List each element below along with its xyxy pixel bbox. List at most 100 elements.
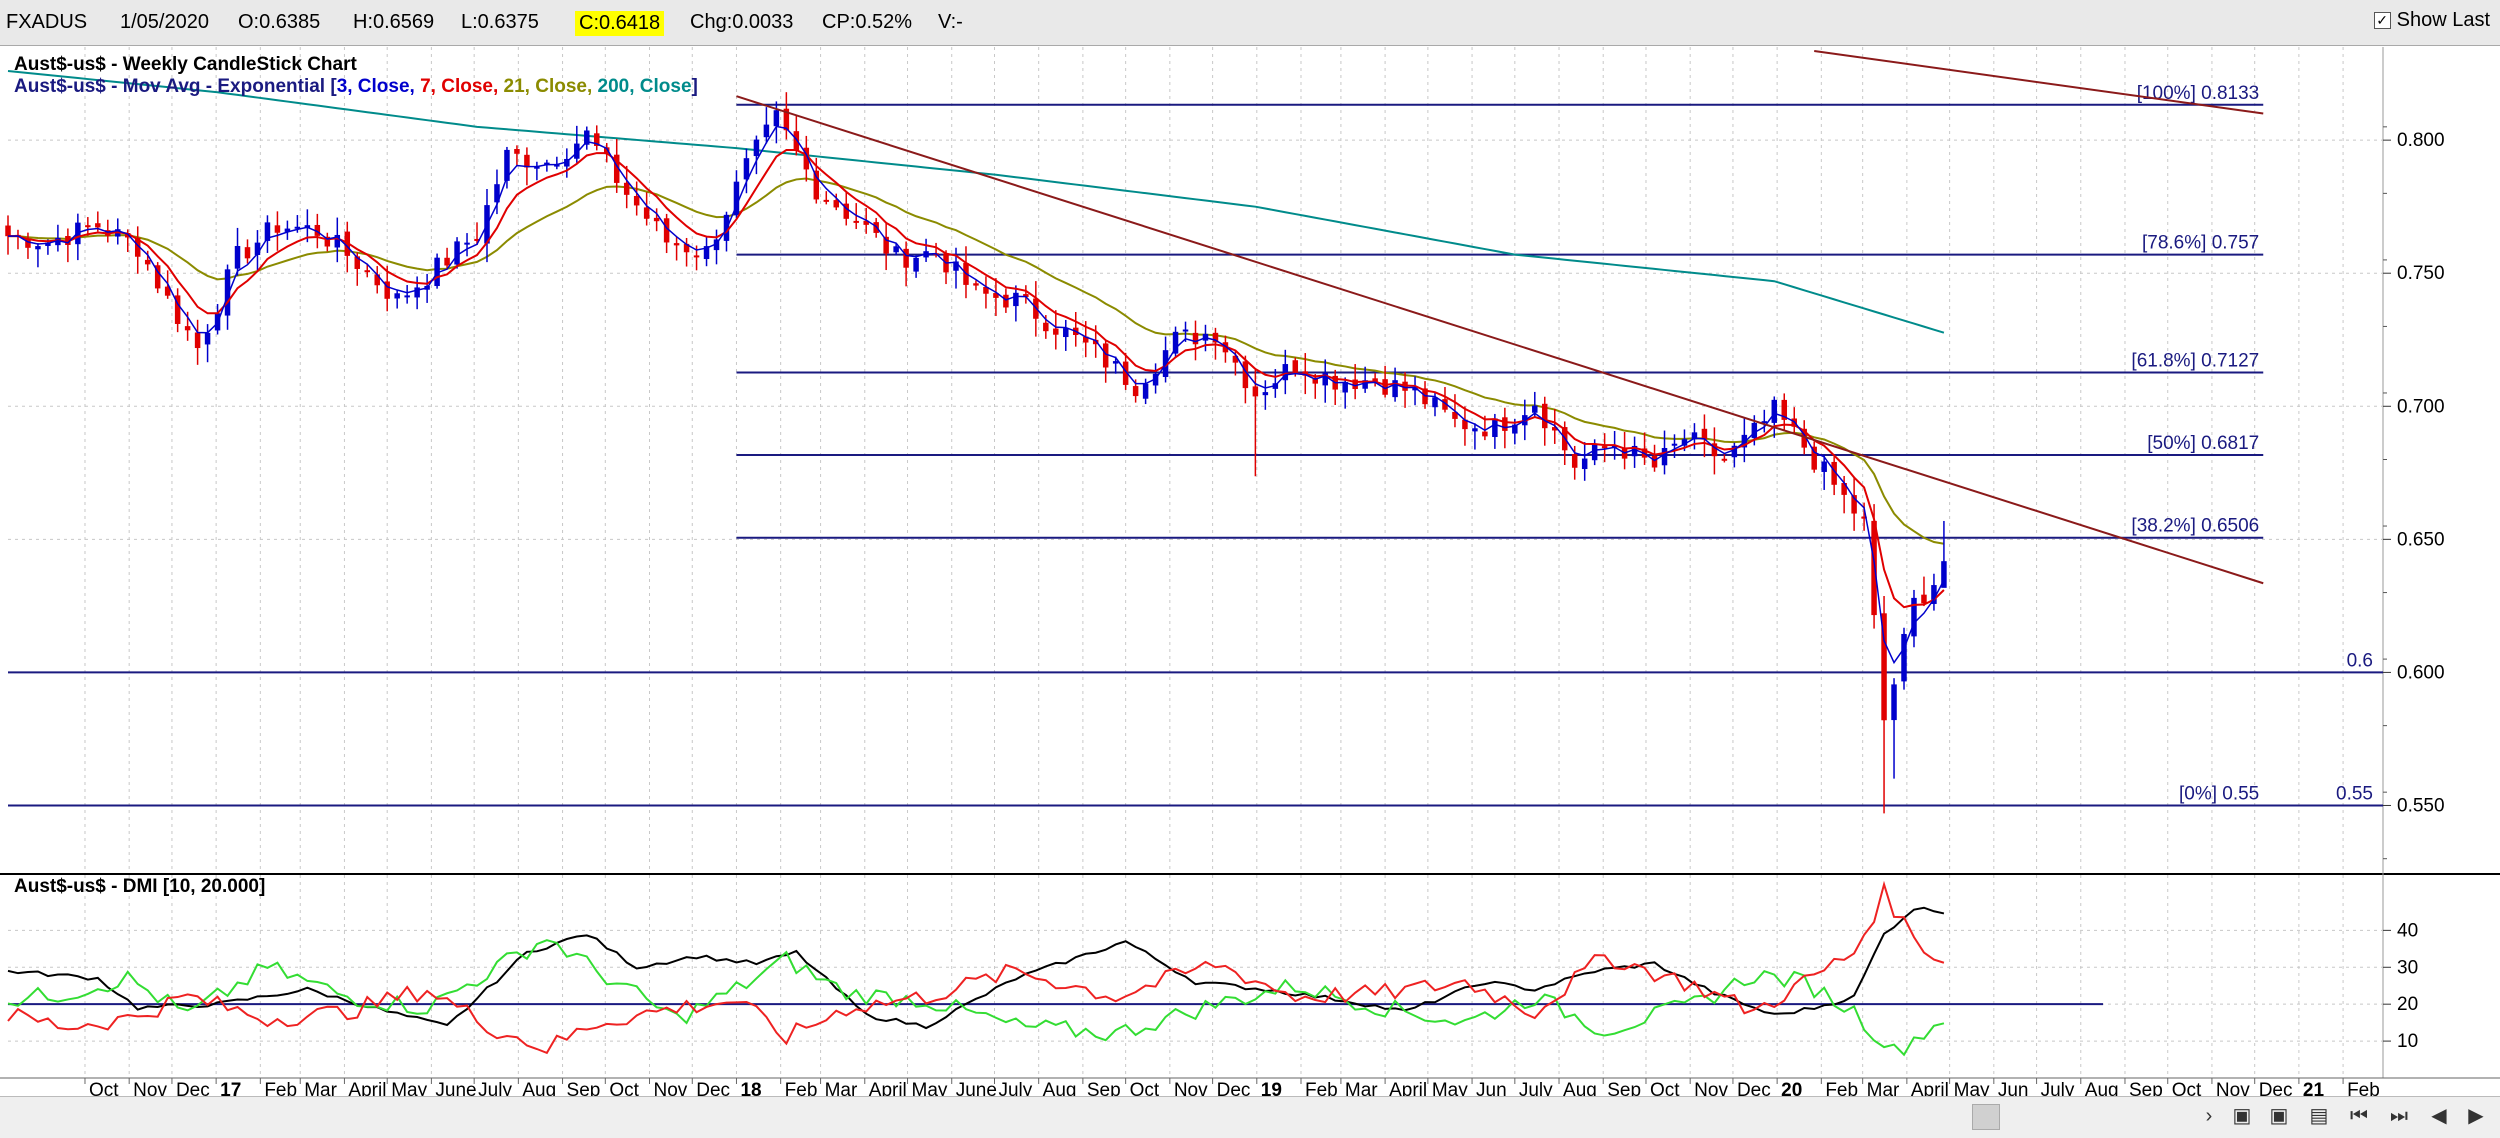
candle-body: [653, 217, 660, 222]
y-tick-label: 0.550: [2397, 795, 2445, 816]
candle: [1731, 442, 1738, 468]
candle: [1013, 285, 1019, 322]
x-tick-label: Oct: [609, 1080, 639, 1096]
candle-body: [1412, 387, 1418, 391]
candle: [1761, 409, 1768, 433]
candle-body: [1063, 328, 1069, 338]
candle-body: [1023, 294, 1029, 297]
candle-body: [1532, 405, 1538, 413]
zoom-in-icon[interactable]: ▣: [2232, 1105, 2252, 1127]
candle-body: [1043, 322, 1049, 332]
candle-body: [144, 259, 151, 265]
x-tick-label: June: [956, 1080, 997, 1096]
candle-body: [1861, 516, 1867, 519]
candle-body: [1092, 339, 1099, 345]
candle-body: [1282, 364, 1289, 381]
candle: [334, 217, 341, 263]
x-tick-label: 20: [1781, 1080, 1802, 1096]
candle-body: [1382, 379, 1388, 395]
x-tick-label: Nov: [654, 1080, 688, 1096]
candle: [55, 224, 61, 252]
candle-body: [1452, 411, 1458, 419]
candle-body: [763, 124, 770, 138]
fibonacci-level-label: [50%] 0.6817: [2147, 433, 2259, 454]
last-page-icon[interactable]: ⏭: [2390, 1105, 2408, 1127]
candle-body: [973, 283, 979, 286]
candle: [1372, 373, 1378, 387]
x-tick-label: Dec: [2259, 1080, 2293, 1096]
candle: [1412, 376, 1418, 406]
candle-body: [1472, 428, 1478, 432]
candle-body: [464, 242, 470, 245]
candle-body: [713, 239, 720, 251]
next-icon[interactable]: ▶: [2468, 1105, 2484, 1127]
candle-body: [1182, 329, 1189, 332]
show-last-toggle[interactable]: ✓ Show Last: [2373, 9, 2490, 32]
candle-body: [284, 228, 291, 232]
candle-body: [164, 286, 171, 296]
candle-body: [1901, 633, 1907, 682]
chart-canvas[interactable]: Oct Nov Dec 17 Feb Mar April May June July Aug Sep O…: [0, 0, 2500, 1096]
fit-chart-icon[interactable]: ▤: [2309, 1105, 2329, 1127]
price-panel-bg: [0, 46, 2500, 872]
candle: [1771, 396, 1778, 438]
x-tick-label: May: [391, 1080, 427, 1096]
y-tick-label: 0.700: [2397, 396, 2445, 417]
scroll-bar[interactable]: › ▣ ▣ ▤ ⏮ ⏭ ◀ ▶: [0, 1096, 2500, 1138]
x-tick-label: April: [869, 1080, 907, 1096]
candle: [1821, 454, 1827, 490]
trendline: [1814, 50, 2264, 115]
candle-body: [953, 261, 959, 271]
candle-body: [134, 237, 141, 257]
candle: [663, 213, 670, 254]
scroll-thumb[interactable]: [1972, 1104, 2000, 1130]
x-tick-label: April: [1911, 1080, 1949, 1096]
scroll-right-arrow-icon[interactable]: ›: [2205, 1105, 2213, 1127]
candle-body: [1671, 443, 1678, 446]
x-tick-label: July: [998, 1080, 1032, 1096]
ma-legend-ema3: 3, Close,: [336, 76, 421, 97]
candle-body: [154, 265, 161, 289]
candle-body: [1821, 461, 1827, 472]
low-label: L:0.6375: [461, 11, 539, 33]
candle-body: [743, 158, 750, 180]
ma-legend-suffix: ]: [691, 76, 698, 97]
trendline: [736, 95, 2264, 585]
candle: [1711, 427, 1718, 475]
candle-body: [1152, 373, 1159, 386]
dmi-tick-label: 30: [2397, 957, 2418, 978]
adx-line: [7, 906, 1945, 1030]
candle-body: [1771, 399, 1778, 423]
candle: [584, 126, 590, 150]
x-tick-label: Oct: [1650, 1080, 1680, 1096]
x-tick-label: May: [912, 1080, 948, 1096]
candle-body: [1631, 445, 1638, 457]
x-tick-label: Dec: [696, 1080, 730, 1096]
candle: [1322, 359, 1328, 403]
candle: [554, 156, 560, 170]
price-chart-title: Aust$-us$ - Weekly CandleStick Chart: [14, 54, 357, 75]
candle: [1242, 355, 1249, 404]
first-page-icon[interactable]: ⏮: [2350, 1105, 2368, 1127]
candle-body: [414, 287, 420, 298]
y-tick-label: 0.650: [2397, 529, 2445, 550]
candle-body: [783, 108, 790, 131]
dmi-tick-label: 10: [2397, 1031, 2418, 1052]
close-label: C:0.6418: [575, 11, 665, 36]
x-tick-label: Oct: [89, 1080, 119, 1096]
candle: [1382, 365, 1388, 398]
candle-body: [703, 246, 710, 260]
zoom-out-icon[interactable]: ▣: [2269, 1105, 2289, 1127]
previous-icon[interactable]: ◀: [2431, 1105, 2447, 1127]
x-tick-label: Nov: [133, 1080, 167, 1096]
x-tick-label: 21: [2303, 1080, 2325, 1096]
candle: [504, 146, 510, 189]
x-tick-label: Mar: [1867, 1080, 1900, 1096]
candle: [464, 233, 470, 257]
candle-body: [594, 133, 600, 146]
candle: [1581, 442, 1588, 481]
candle-body: [1492, 418, 1498, 438]
show-last-checkbox[interactable]: ✓: [2373, 12, 2391, 29]
candle-body: [1172, 331, 1179, 354]
candle-body: [1731, 445, 1738, 458]
